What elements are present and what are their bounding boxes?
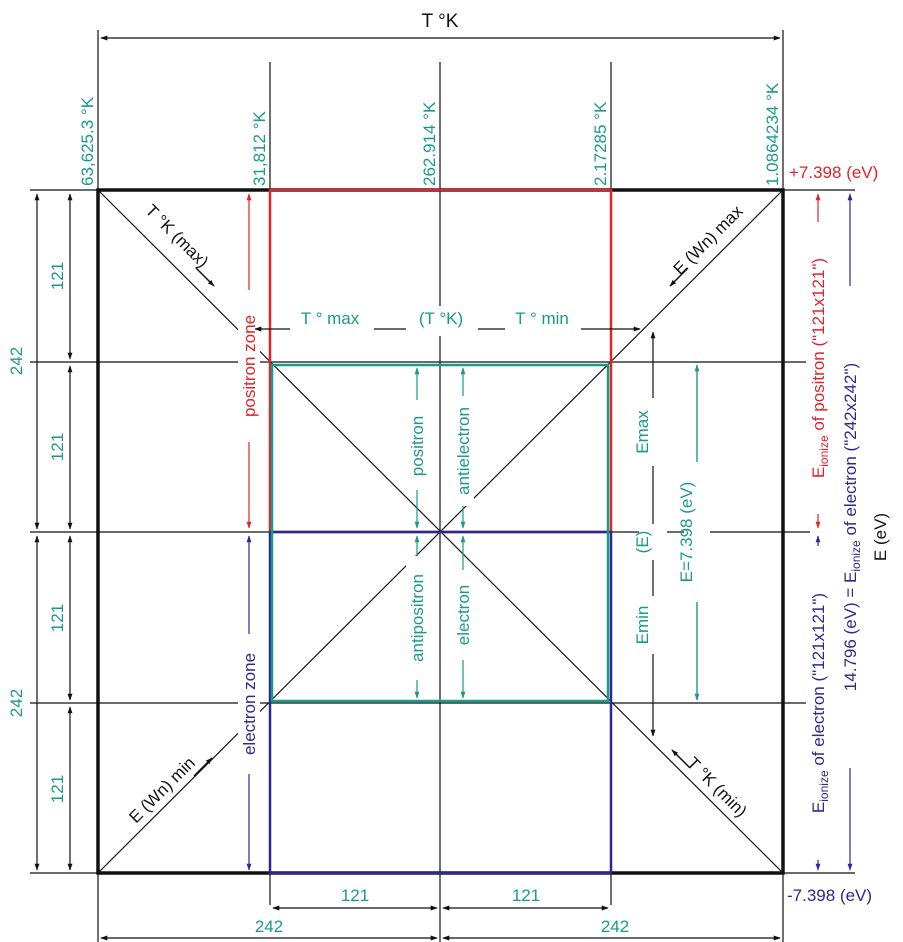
emin-label: Emin [633,606,652,645]
energy-axis-title: E (eV) [871,513,890,561]
t-max-label: T ° max [301,309,360,328]
temp-label-4: 2.17285 °K [591,101,610,186]
antielectron-label: antielectron [454,407,473,495]
antipositron-label: antipositron [408,574,427,662]
diag-label-t-min: T °K (min) [683,753,750,820]
temp-label-2: 31,812 °K [250,110,269,186]
left-inner-label-1: 121 [48,262,67,290]
positron-zone-label: positron zone [240,315,259,417]
total-energy-label: 14.796 (eV) = Eionize of electron ("242x… [841,363,863,691]
diag-label-e-max: E (Wn) max [670,201,747,278]
diag-arrow-t-min [671,749,691,769]
diag-arrow-e-max [669,267,689,287]
electron-ionize-label: Eionize of electron ("121x121") [809,593,831,813]
bottom-outer-label-right: 242 [601,917,629,936]
t-min-label: T ° min [515,309,569,328]
positron-label: positron [408,416,427,476]
energy-bottom-value: -7.398 (eV) [787,886,872,905]
electron-zone-label: electron zone [240,653,259,755]
e-mid-label: (E) [633,531,652,554]
bottom-outer-label-left: 242 [255,917,283,936]
diag-label-e-min: E (Wn) min [125,753,199,827]
left-inner-label-4: 121 [48,775,67,803]
bottom-inner-label-right: 121 [512,886,540,905]
temp-label-1: 63,625.3 °K [78,96,97,186]
electron-zone-box [268,530,613,875]
left-inner-label-3: 121 [48,604,67,632]
temp-label-3: 262.914 °K [420,101,439,186]
left-dimensions [34,193,73,871]
diag-label-t-max: T °K (max) [141,201,212,272]
bottom-inner-label-left: 121 [341,886,369,905]
left-inner-label-2: 121 [48,433,67,461]
left-outer-label-bottom: 242 [7,689,26,717]
energy-value-label: E=7.398 (eV) [677,482,696,583]
central-square [270,363,610,703]
top-axis-title: T °K [422,11,459,32]
energy-top-value: +7.398 (eV) [789,163,878,182]
electron-label: electron [454,585,473,645]
emax-label: Emax [633,410,652,454]
temp-label-5: 1.0864234 °K [763,82,782,186]
top-temperature-labels: 63,625.3 °K 31,812 °K 262.914 °K 2.17285… [78,82,782,186]
diag-arrow-e-min [193,757,213,777]
bottom-dimensions [100,905,781,941]
t-mid-label: (T °K) [419,309,463,328]
left-outer-label-top: 242 [7,347,26,375]
diag-arrow-t-max [195,267,215,287]
positron-ionize-label: Eionize of positron ("121x121") [809,258,831,478]
